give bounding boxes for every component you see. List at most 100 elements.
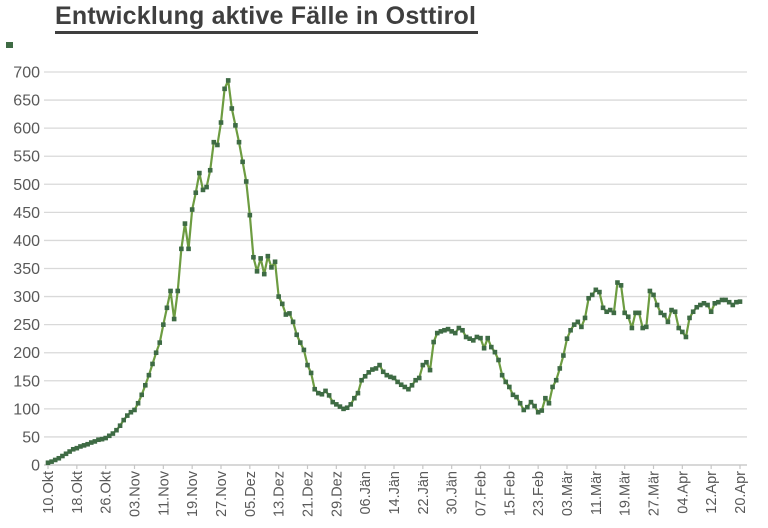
data-point-marker — [171, 316, 177, 322]
x-axis-tick-label: 19.Nov — [185, 470, 201, 517]
data-point-marker — [680, 329, 685, 335]
data-point-marker — [561, 353, 566, 358]
data-point-marker — [334, 402, 339, 407]
data-point-marker — [243, 179, 249, 184]
x-axis-tick-label: 27.Nov — [214, 470, 230, 517]
data-point-marker — [701, 301, 707, 306]
data-point-marker — [92, 439, 98, 444]
data-point-marker — [373, 366, 379, 371]
data-point-marker — [229, 106, 235, 111]
legend-square-marker — [6, 42, 13, 48]
data-point-marker — [474, 334, 480, 340]
data-point-marker — [485, 335, 491, 341]
data-point-marker — [153, 350, 159, 356]
x-axis-tick-label: 29.Dez — [329, 471, 345, 517]
data-point-marker — [247, 212, 253, 218]
x-axis-tick-label: 23.Feb — [531, 471, 547, 516]
y-axis-tick-label: 700 — [13, 65, 40, 82]
data-point-marker — [687, 315, 692, 321]
data-point-marker — [636, 310, 642, 316]
data-point-marker — [52, 457, 58, 463]
data-point-marker — [254, 269, 260, 274]
data-point-marker — [179, 246, 184, 252]
data-point-marker — [510, 392, 516, 398]
data-point-marker — [312, 386, 318, 392]
x-axis-tick-label: 14.Jän — [387, 471, 403, 515]
data-point-marker — [633, 310, 638, 316]
data-point-marker — [398, 382, 404, 388]
x-axis-tick-label: 15.Feb — [502, 471, 518, 516]
data-point-marker — [600, 305, 606, 311]
data-point-marker — [56, 455, 62, 461]
data-point-marker — [622, 310, 627, 316]
data-point-marker — [615, 280, 620, 285]
data-point-marker — [283, 312, 289, 317]
data-point-marker — [416, 375, 422, 381]
data-point-marker — [362, 373, 368, 379]
data-point-marker — [164, 305, 170, 311]
data-point-marker — [290, 319, 296, 325]
data-point-marker — [377, 362, 382, 368]
data-point-marker — [431, 339, 436, 345]
data-point-marker — [341, 406, 346, 412]
data-point-marker — [60, 453, 65, 459]
data-point-marker — [719, 297, 725, 303]
data-point-marker — [103, 435, 108, 441]
data-point-marker — [517, 400, 523, 406]
data-point-marker — [168, 288, 173, 294]
data-point-marker — [132, 407, 137, 413]
data-point-marker — [553, 377, 559, 383]
data-point-marker — [550, 384, 555, 390]
x-axis-tick-label: 11.Mär — [589, 471, 605, 515]
x-axis-tick-label: 06.Jän — [358, 471, 374, 515]
data-point-marker — [204, 184, 209, 190]
x-axis-tick-label: 18.Okt — [70, 471, 86, 514]
data-point-marker — [114, 427, 119, 433]
data-point-marker — [233, 123, 238, 128]
y-axis-tick-label: 350 — [13, 261, 40, 278]
data-point-marker — [366, 370, 372, 375]
x-axis-tick-label: 13.Dez — [272, 471, 288, 517]
data-point-marker — [276, 294, 281, 299]
data-point-marker — [352, 395, 357, 401]
x-axis-tick-label: 07.Feb — [474, 471, 490, 516]
data-point-marker — [467, 336, 472, 341]
data-point-marker — [240, 159, 245, 165]
data-point-marker — [251, 254, 256, 260]
data-point-marker — [150, 361, 155, 367]
data-point-marker — [200, 187, 206, 193]
data-point-marker — [337, 404, 343, 409]
y-axis-tick-label: 100 — [13, 401, 40, 418]
data-point-marker — [359, 377, 364, 383]
y-axis-tick-label: 150 — [13, 373, 40, 390]
data-point-marker — [478, 335, 483, 341]
data-point-marker — [370, 367, 375, 372]
data-point-marker — [640, 325, 645, 331]
data-point-marker — [344, 405, 350, 411]
data-point-marker — [272, 259, 278, 265]
data-point-marker — [625, 314, 631, 320]
data-point-marker — [45, 460, 51, 466]
data-point-marker — [218, 120, 224, 125]
data-point-marker — [88, 440, 94, 445]
data-point-marker — [124, 413, 130, 418]
data-point-marker — [85, 441, 90, 447]
data-point-marker — [593, 287, 599, 293]
data-point-marker — [463, 334, 469, 340]
y-axis-tick-label: 0 — [31, 458, 40, 475]
data-point-marker — [128, 409, 134, 415]
data-point-marker — [265, 253, 271, 259]
data-point-marker — [117, 423, 123, 428]
x-axis-tick-label: 19.Mär — [618, 471, 634, 516]
y-axis-tick-label: 600 — [13, 121, 40, 138]
data-point-marker — [503, 379, 509, 385]
data-point-marker — [456, 325, 462, 331]
data-point-marker — [723, 297, 728, 303]
data-point-marker — [481, 345, 487, 351]
data-point-marker — [326, 393, 332, 398]
data-point-marker — [449, 329, 454, 334]
data-point-marker — [683, 334, 689, 340]
x-axis-tick-label: 20.Apr — [733, 471, 749, 514]
data-point-marker — [413, 377, 418, 383]
data-point-marker — [445, 326, 451, 332]
